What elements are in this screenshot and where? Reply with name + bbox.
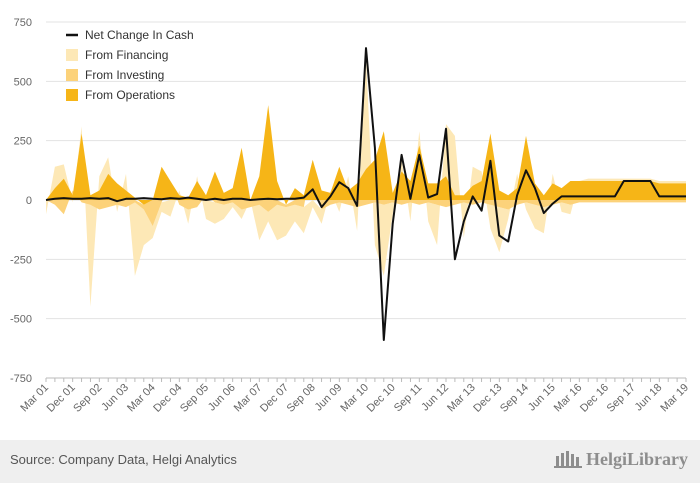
library-icon [554, 451, 582, 468]
x-tick-label: Mar 07 [232, 382, 265, 415]
x-tick-label: Jun 03 [99, 382, 131, 414]
x-tick-label: Mar 04 [125, 382, 158, 415]
x-tick-label: Jun 15 [526, 382, 558, 414]
y-tick-label: 750 [14, 17, 32, 29]
x-tick-label: Mar 01 [18, 382, 51, 415]
x-tick-label: Mar 16 [552, 382, 585, 415]
footer: Source: Company Data, Helgi Analytics He… [0, 440, 700, 483]
legend-swatch-from-operations [66, 89, 78, 101]
y-tick-label: 250 [14, 136, 32, 148]
legend-label-from-operations[interactable]: From Operations [85, 88, 175, 102]
x-tick-label: Sep 17 [605, 382, 638, 415]
y-tick-label: -750 [10, 373, 32, 385]
net-change-line-layer [45, 47, 686, 341]
line-net-change-in-cash [45, 47, 686, 341]
area-from-financing [46, 57, 686, 307]
y-tick-label: 500 [14, 76, 32, 88]
y-tick-label: 0 [26, 195, 32, 207]
x-tick-label: Dec 10 [365, 382, 398, 415]
x-tick-label: Sep 02 [71, 382, 104, 415]
x-tick-label: Dec 01 [45, 382, 78, 415]
x-tick-label: Sep 11 [392, 382, 425, 415]
x-tick-label: Jun 12 [419, 382, 451, 414]
legend-swatch-from-investing [66, 69, 78, 81]
area-series [46, 57, 686, 307]
x-tick-label: Dec 07 [258, 382, 291, 415]
x-tick-label: Jun 18 [633, 382, 665, 414]
legend-label-from-investing[interactable]: From Investing [85, 68, 164, 82]
y-axis: -750 -500 -250 0 250 500 750 [10, 17, 32, 385]
x-tick-label: Mar 10 [338, 382, 371, 415]
source-text: Source: Company Data, Helgi Analytics [10, 452, 237, 467]
legend-label-from-financing[interactable]: From Financing [85, 48, 168, 62]
legend-swatch-from-financing [66, 49, 78, 61]
legend-label-net-change-in-cash[interactable]: Net Change In Cash [85, 28, 194, 42]
area-from-operations [46, 105, 686, 205]
brand-logo: HelgiLibrary [554, 448, 688, 470]
x-tick-label: Sep 05 [178, 382, 211, 415]
y-tick-label: -500 [10, 314, 32, 326]
x-tick-label: Sep 14 [498, 382, 531, 415]
x-tick-label: Mar 19 [658, 382, 691, 415]
legend: Net Change In Cash From Financing From Inv… [66, 28, 194, 102]
x-tick-label: Jun 06 [206, 382, 238, 414]
x-tick-label: Jun 09 [313, 382, 345, 414]
x-tick-label: Mar 13 [445, 382, 478, 415]
brand-text: HelgiLibrary [586, 448, 688, 469]
y-tick-label: -250 [10, 254, 32, 266]
x-tick-label: Dec 16 [578, 382, 611, 415]
x-tick-label: Dec 13 [471, 382, 504, 415]
x-tick-label: Sep 08 [285, 382, 318, 415]
x-tick-label: Dec 04 [151, 382, 184, 415]
